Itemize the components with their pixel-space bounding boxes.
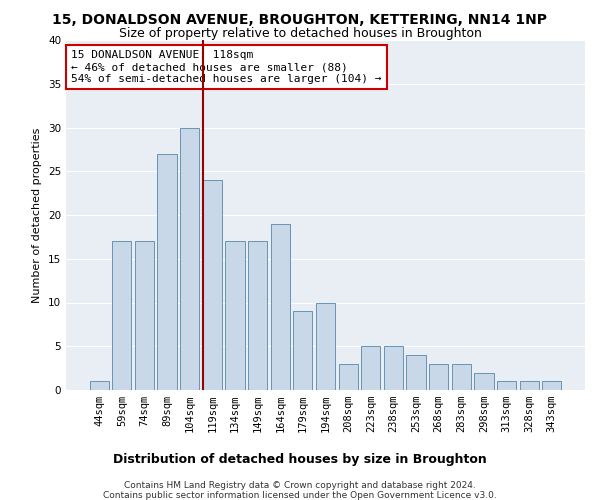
Bar <box>406 355 425 390</box>
Text: Distribution of detached houses by size in Broughton: Distribution of detached houses by size … <box>113 452 487 466</box>
Text: Contains public sector information licensed under the Open Government Licence v3: Contains public sector information licen… <box>103 491 497 500</box>
Bar <box>361 346 380 390</box>
Bar <box>89 381 109 390</box>
Bar <box>474 372 494 390</box>
Bar <box>520 381 539 390</box>
Y-axis label: Number of detached properties: Number of detached properties <box>32 128 43 302</box>
Bar <box>203 180 222 390</box>
Bar <box>316 302 335 390</box>
Bar <box>226 242 245 390</box>
Bar <box>248 242 267 390</box>
Bar <box>293 311 313 390</box>
Bar <box>429 364 448 390</box>
Bar <box>112 242 131 390</box>
Text: Size of property relative to detached houses in Broughton: Size of property relative to detached ho… <box>119 28 481 40</box>
Bar <box>180 128 199 390</box>
Bar <box>542 381 562 390</box>
Bar <box>157 154 177 390</box>
Text: 15, DONALDSON AVENUE, BROUGHTON, KETTERING, NN14 1NP: 15, DONALDSON AVENUE, BROUGHTON, KETTERI… <box>53 12 548 26</box>
Bar <box>271 224 290 390</box>
Bar <box>497 381 516 390</box>
Bar <box>338 364 358 390</box>
Bar <box>135 242 154 390</box>
Text: 15 DONALDSON AVENUE: 118sqm
← 46% of detached houses are smaller (88)
54% of sem: 15 DONALDSON AVENUE: 118sqm ← 46% of det… <box>71 50 382 84</box>
Bar <box>384 346 403 390</box>
Text: Contains HM Land Registry data © Crown copyright and database right 2024.: Contains HM Land Registry data © Crown c… <box>124 481 476 490</box>
Bar <box>452 364 471 390</box>
